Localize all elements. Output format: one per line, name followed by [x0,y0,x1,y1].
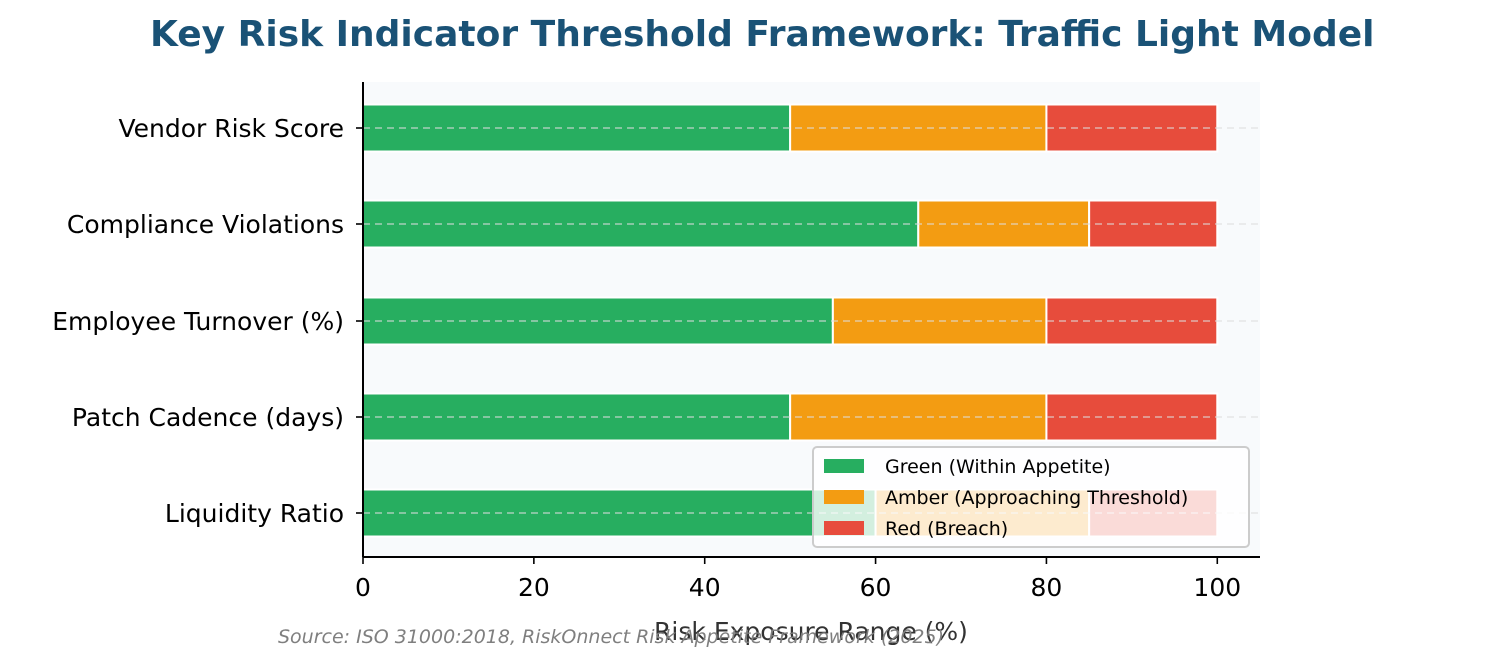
y-tick-label: Compliance Violations [67,210,344,239]
x-tick-label: 100 [1193,573,1241,602]
legend-label: Green (Within Appetite) [885,456,1111,478]
y-tick-labels: Vendor Risk Score Compliance Violations Em… [52,114,363,528]
x-tick-label: 80 [1031,573,1063,602]
chart-title: Key Risk Indicator Threshold Framework: … [150,14,1375,55]
x-tick-label: 60 [860,573,892,602]
y-tick-label: Liquidity Ratio [165,499,344,528]
x-tick-label: 0 [355,573,371,602]
legend-label: Red (Breach) [885,518,1008,540]
legend-swatch [824,521,864,535]
y-tick-label: Vendor Risk Score [118,114,344,143]
source-note: Source: ISO 31000:2018, RiskOnnect Risk … [277,626,944,648]
x-axis-label: Risk Exposure Range (%) [654,617,968,646]
x-tick-labels: 0 20 40 60 80 100 [355,557,1241,602]
axes-group [362,82,1260,558]
x-tick-label: 20 [518,573,550,602]
y-tick-label: Patch Cadence (days) [72,403,344,432]
legend-box [812,446,1250,548]
bar-patch-cadence-days-green [362,392,792,442]
legend: Green (Within Appetite) Amber (Approachin… [812,446,1250,548]
legend-swatch [824,459,864,473]
legend-swatch [824,490,864,504]
gridlines-group [363,127,1260,514]
legend-label: Amber (Approaching Threshold) [885,487,1188,509]
y-tick-label: Employee Turnover (%) [52,307,344,336]
x-tick-label: 40 [689,573,721,602]
bar-vendor-risk-score-green [362,103,792,153]
